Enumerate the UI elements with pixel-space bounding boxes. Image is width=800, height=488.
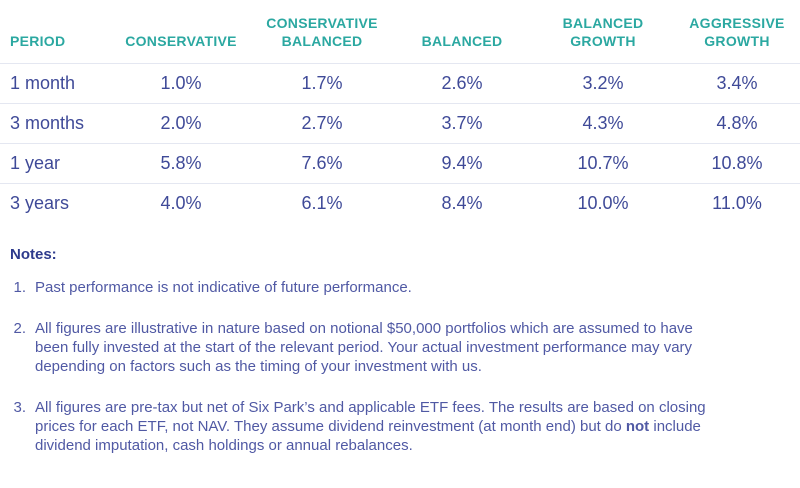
period-cell: 3 years — [0, 182, 110, 224]
note-line: prices for each ETF, not NAV. They assum… — [35, 417, 770, 436]
period-cell: 3 months — [0, 102, 110, 144]
notes-heading: Notes: — [10, 246, 57, 264]
note-item-1: 1. Past performance is not indicative of… — [10, 278, 770, 297]
table-row-3-years: 3 years 4.0% 6.1% 8.4% 10.0% 11.0% — [0, 182, 800, 224]
value-cell: 9.4% — [392, 142, 532, 184]
value-cell: 3.2% — [532, 62, 674, 104]
note-text: All figures are illustrative in nature b… — [35, 319, 770, 376]
column-header-conservative: CONSERVATIVE — [125, 33, 237, 50]
value-cell: 4.3% — [532, 102, 674, 144]
note-text: All figures are pre-tax but net of Six P… — [35, 398, 770, 455]
value-cell: 10.0% — [532, 182, 674, 224]
value-cell: 8.4% — [392, 182, 532, 224]
note-line: depending on factors such as the timing … — [35, 358, 482, 376]
value-cell: 7.6% — [252, 142, 392, 184]
note-line-segment: include — [649, 418, 701, 436]
value-cell: 10.8% — [674, 142, 800, 184]
note-line: All figures are illustrative in nature b… — [35, 320, 693, 338]
value-cell: 1.7% — [252, 62, 392, 104]
table-row-3-months: 3 months 2.0% 2.7% 3.7% 4.3% 4.8% — [0, 102, 800, 144]
value-cell: 3.7% — [392, 102, 532, 144]
note-line-segment: prices for each ETF, not NAV. They assum… — [35, 418, 626, 436]
note-line: been fully invested at the start of the … — [35, 339, 693, 357]
column-header-period: PERIOD — [10, 33, 66, 50]
column-header-balanced: BALANCED — [421, 33, 503, 50]
period-cell: 1 year — [0, 142, 110, 184]
notes-section: Notes: 1. Past performance is not indica… — [0, 245, 800, 455]
column-header-balanced-growth: BALANCED GROWTH — [562, 15, 644, 50]
value-cell: 4.8% — [674, 102, 800, 144]
value-cell: 10.7% — [532, 142, 674, 184]
note-line: All figures are pre-tax but net of Six P… — [35, 399, 706, 417]
note-number: 1. — [13, 279, 26, 297]
table-header-row: PERIOD CONSERVATIVE CONSERVATIVE BALANCE… — [0, 0, 800, 63]
column-header-aggressive-growth: AGGRESSIVE GROWTH — [689, 15, 785, 50]
table-row-1-month: 1 month 1.0% 1.7% 2.6% 3.2% 3.4% — [0, 62, 800, 104]
value-cell: 3.4% — [674, 62, 800, 104]
value-cell: 11.0% — [674, 182, 800, 224]
note-text: Past performance is not indicative of fu… — [35, 278, 770, 297]
value-cell: 1.0% — [110, 62, 252, 104]
period-cell: 1 month — [0, 62, 110, 104]
note-line: Past performance is not indicative of fu… — [35, 279, 412, 297]
value-cell: 2.0% — [110, 102, 252, 144]
note-line: dividend imputation, cash holdings or an… — [35, 437, 413, 455]
performance-table: PERIOD CONSERVATIVE CONSERVATIVE BALANCE… — [0, 0, 800, 224]
note-number: 2. — [13, 320, 26, 338]
note-line-segment-bold: not — [625, 418, 650, 436]
value-cell: 4.0% — [110, 182, 252, 224]
column-header-conservative-balanced: CONSERVATIVE BALANCED — [266, 15, 378, 50]
note-number: 3. — [13, 399, 26, 417]
value-cell: 5.8% — [110, 142, 252, 184]
value-cell: 2.6% — [392, 62, 532, 104]
note-item-2: 2. All figures are illustrative in natur… — [10, 319, 770, 376]
value-cell: 2.7% — [252, 102, 392, 144]
table-row-1-year: 1 year 5.8% 7.6% 9.4% 10.7% 10.8% — [0, 142, 800, 184]
value-cell: 6.1% — [252, 182, 392, 224]
note-item-3: 3. All figures are pre-tax but net of Si… — [10, 398, 770, 455]
